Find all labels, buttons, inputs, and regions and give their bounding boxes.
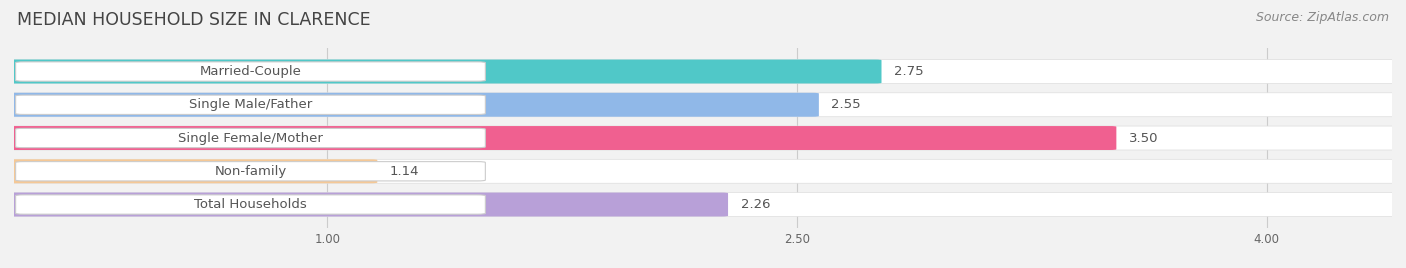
- FancyBboxPatch shape: [15, 62, 485, 81]
- FancyBboxPatch shape: [8, 192, 728, 217]
- Text: Source: ZipAtlas.com: Source: ZipAtlas.com: [1256, 11, 1389, 24]
- Text: 2.55: 2.55: [831, 98, 860, 111]
- Text: Total Households: Total Households: [194, 198, 307, 211]
- Text: MEDIAN HOUSEHOLD SIZE IN CLARENCE: MEDIAN HOUSEHOLD SIZE IN CLARENCE: [17, 11, 371, 29]
- FancyBboxPatch shape: [8, 126, 1116, 150]
- FancyBboxPatch shape: [15, 95, 485, 114]
- Text: Married-Couple: Married-Couple: [200, 65, 301, 78]
- FancyBboxPatch shape: [8, 59, 882, 84]
- FancyBboxPatch shape: [8, 93, 1398, 117]
- FancyBboxPatch shape: [15, 195, 485, 214]
- Text: 3.50: 3.50: [1129, 132, 1159, 144]
- FancyBboxPatch shape: [8, 126, 1398, 150]
- FancyBboxPatch shape: [8, 93, 818, 117]
- FancyBboxPatch shape: [15, 162, 485, 181]
- FancyBboxPatch shape: [8, 159, 377, 183]
- Text: Single Male/Father: Single Male/Father: [188, 98, 312, 111]
- Text: Non-family: Non-family: [214, 165, 287, 178]
- Text: 1.14: 1.14: [389, 165, 419, 178]
- Text: 2.26: 2.26: [741, 198, 770, 211]
- FancyBboxPatch shape: [8, 192, 1398, 217]
- FancyBboxPatch shape: [8, 59, 1398, 84]
- Text: 2.75: 2.75: [894, 65, 924, 78]
- FancyBboxPatch shape: [8, 159, 1398, 183]
- FancyBboxPatch shape: [15, 128, 485, 148]
- Text: Single Female/Mother: Single Female/Mother: [179, 132, 323, 144]
